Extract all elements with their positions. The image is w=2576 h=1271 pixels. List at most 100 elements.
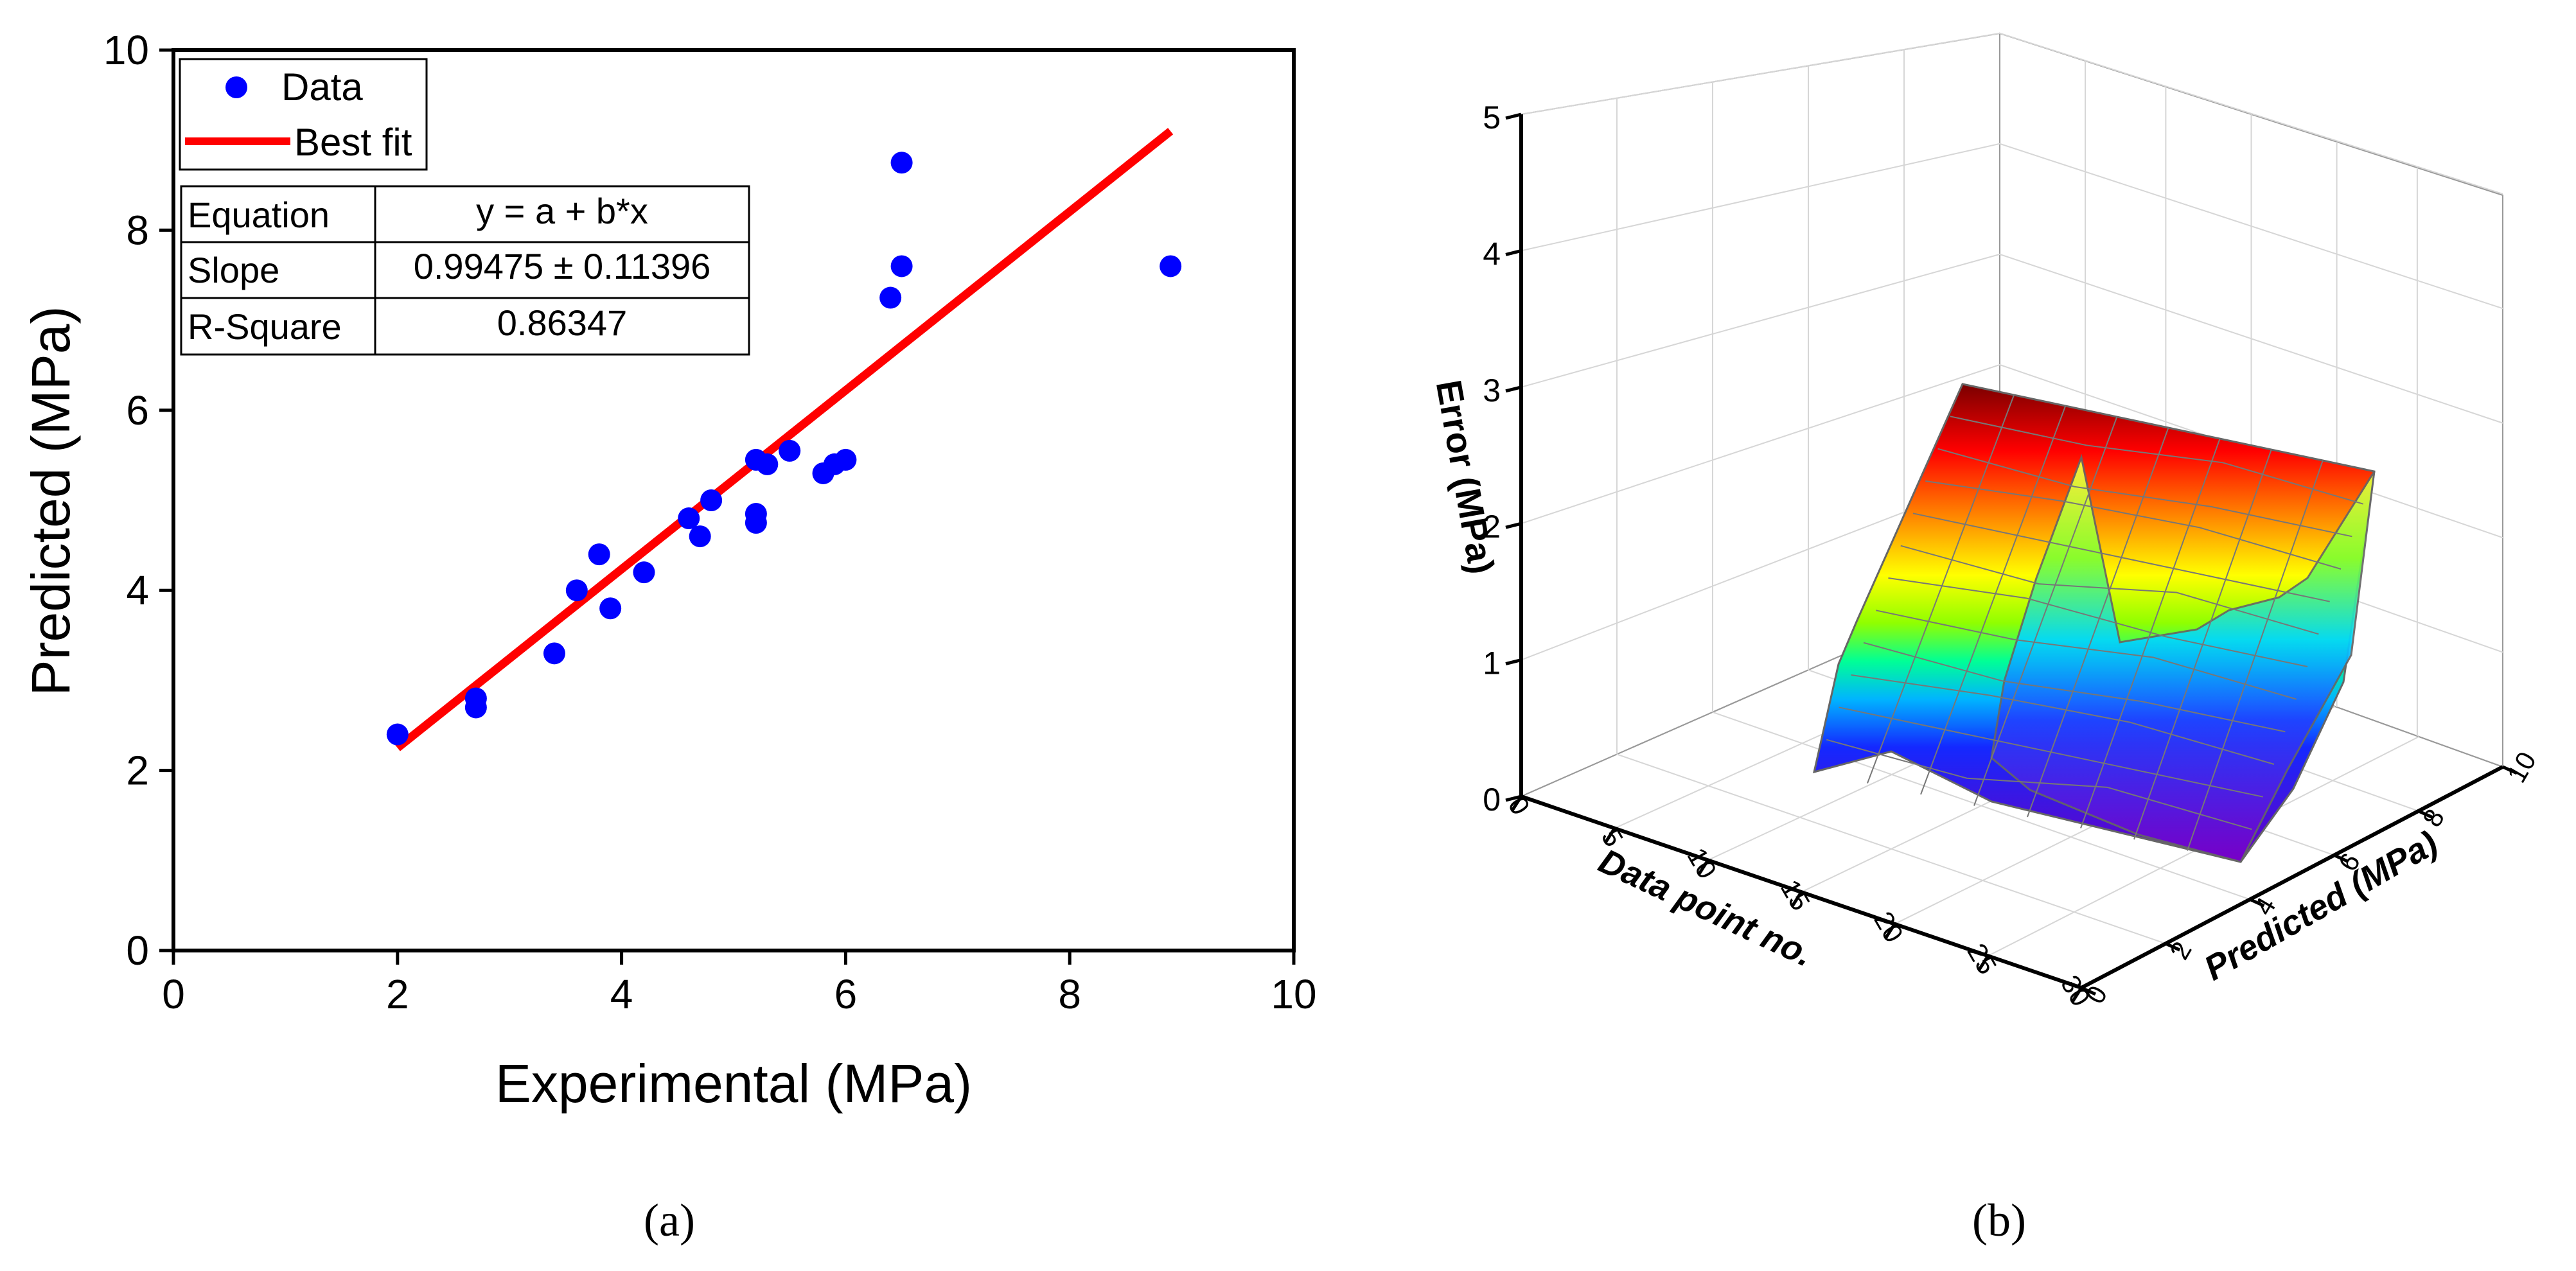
legend: Data Best fit bbox=[179, 58, 428, 171]
x-tick-label-3d: 15 bbox=[1775, 875, 1816, 916]
data-point bbox=[890, 255, 913, 277]
panel-label-b: (b) bbox=[1972, 1195, 2026, 1246]
x-tick-label: 4 bbox=[610, 971, 633, 1017]
data-point bbox=[745, 503, 767, 525]
data-point bbox=[386, 723, 409, 746]
y-tick-mark-3d bbox=[2501, 765, 2518, 775]
z-tick-mark bbox=[1505, 112, 1522, 120]
legend-label-fit: Best fit bbox=[294, 121, 412, 164]
data-point bbox=[689, 525, 711, 548]
data-point bbox=[543, 642, 565, 665]
x-tick-label-3d: 20 bbox=[1868, 906, 1909, 947]
surface-mesh-line bbox=[1920, 405, 2067, 795]
x-axis-label: Experimental (MPa) bbox=[495, 1053, 972, 1114]
data-point bbox=[890, 152, 913, 174]
z-tick-mark bbox=[1505, 249, 1522, 256]
x-tick-mark-3d bbox=[1884, 923, 1896, 940]
surface-front-fold bbox=[1990, 453, 2376, 863]
y-tick-label: 0 bbox=[126, 927, 149, 974]
data-point bbox=[756, 453, 779, 475]
surface-mesh-line bbox=[1973, 416, 2118, 806]
z-tick-label: 4 bbox=[1483, 236, 1501, 272]
data-point bbox=[588, 543, 610, 566]
data-point bbox=[834, 448, 857, 471]
surface-mesh-line bbox=[2187, 460, 2324, 851]
z-tick-mark bbox=[1505, 522, 1522, 529]
y-tick-label: 10 bbox=[103, 27, 149, 73]
y-tick-label: 4 bbox=[126, 567, 149, 613]
surface-mesh-line bbox=[2133, 449, 2272, 840]
surface-mesh-line bbox=[1839, 706, 2263, 798]
z-tick-label: 3 bbox=[1483, 373, 1501, 408]
stats-equation-value: y = a + b*x bbox=[476, 191, 648, 231]
stats-table: Equation y = a + b*x Slope 0.99475 ± 0.1… bbox=[180, 185, 750, 356]
error-surface bbox=[1812, 383, 2376, 863]
surface-mesh-line bbox=[1925, 480, 2342, 570]
stats-slope-value: 0.99475 ± 0.11396 bbox=[414, 246, 711, 286]
z-gridline bbox=[1521, 32, 2503, 195]
surface-mesh-line bbox=[1876, 609, 2297, 700]
legend-marker-data bbox=[225, 76, 247, 98]
stats-equation-label: Equation bbox=[188, 195, 330, 235]
x-tick-mark-3d bbox=[1697, 859, 1709, 875]
y-tick-mark-3d bbox=[2080, 986, 2097, 996]
data-point bbox=[1160, 255, 1182, 277]
x-tick-mark-3d bbox=[1977, 954, 1989, 971]
stats-rsquare-value: 0.86347 bbox=[497, 302, 627, 343]
data-point bbox=[879, 286, 902, 309]
legend-box bbox=[179, 58, 428, 171]
surface-mesh-line bbox=[1888, 577, 2308, 667]
y-axis-line bbox=[2080, 765, 2504, 990]
y-tick-mark-3d bbox=[2165, 942, 2181, 952]
x-tick-mark-3d bbox=[1604, 827, 1616, 844]
surface-mesh-line bbox=[1867, 394, 2015, 784]
y-tick-mark-3d bbox=[2249, 898, 2265, 907]
x-tick-mark-3d bbox=[1510, 795, 1523, 812]
z-gridline bbox=[1521, 143, 2503, 310]
y-tick-label-3d: 2 bbox=[2164, 936, 2197, 965]
y-tick-mark-3d bbox=[2333, 854, 2349, 863]
x-tick-label: 0 bbox=[162, 971, 185, 1017]
z-tick-label: 0 bbox=[1483, 782, 1501, 818]
y-tick-label-3d: 10 bbox=[2501, 747, 2542, 788]
stats-rsquare-label: R-Square bbox=[188, 306, 342, 347]
x-tick-mark-3d bbox=[1790, 891, 1803, 907]
y-tick-label: 6 bbox=[126, 387, 149, 434]
surface-mesh-line bbox=[1900, 545, 2319, 635]
data-point bbox=[565, 579, 588, 602]
surface-mesh-line bbox=[1950, 416, 2363, 505]
surface-mesh-line bbox=[1912, 513, 2330, 602]
z-tick-label: 1 bbox=[1483, 645, 1501, 681]
data-point bbox=[633, 561, 655, 584]
x-tick-label: 6 bbox=[834, 971, 858, 1017]
data-point bbox=[678, 507, 700, 530]
y-tick-label: 8 bbox=[126, 207, 149, 253]
data-point bbox=[700, 489, 723, 511]
y-tick-mark-3d bbox=[2417, 809, 2433, 820]
legend-label-data: Data bbox=[281, 66, 363, 109]
surface-mesh-line bbox=[1826, 739, 2252, 830]
panel-label-a: (a) bbox=[644, 1195, 695, 1246]
surface-mesh-line bbox=[2027, 427, 2169, 818]
stats-slope-label: Slope bbox=[188, 250, 279, 290]
y-gridline bbox=[1712, 711, 2250, 900]
x-tick-mark-3d bbox=[2070, 986, 2083, 1003]
x-tick-label: 10 bbox=[1271, 971, 1316, 1017]
z-tick-mark bbox=[1505, 385, 1522, 393]
surface-mesh-line bbox=[1851, 674, 2275, 765]
x-tick-label-3d: 25 bbox=[1962, 938, 2003, 979]
data-point bbox=[464, 687, 487, 710]
z-tick-label: 5 bbox=[1483, 100, 1501, 136]
z-gridline bbox=[1521, 253, 2503, 424]
x-tick-label: 8 bbox=[1058, 971, 1081, 1017]
y-axis-label: Predicted (MPa) bbox=[21, 306, 81, 696]
y-tick-label-3d: 0 bbox=[2079, 981, 2113, 1009]
stats-table-border bbox=[180, 185, 750, 356]
y-gridline bbox=[1616, 753, 2166, 945]
data-point bbox=[599, 597, 622, 620]
z-tick-mark bbox=[1505, 658, 1522, 666]
best-fit-line bbox=[394, 128, 1174, 751]
z-tick-label: 2 bbox=[1483, 509, 1501, 545]
